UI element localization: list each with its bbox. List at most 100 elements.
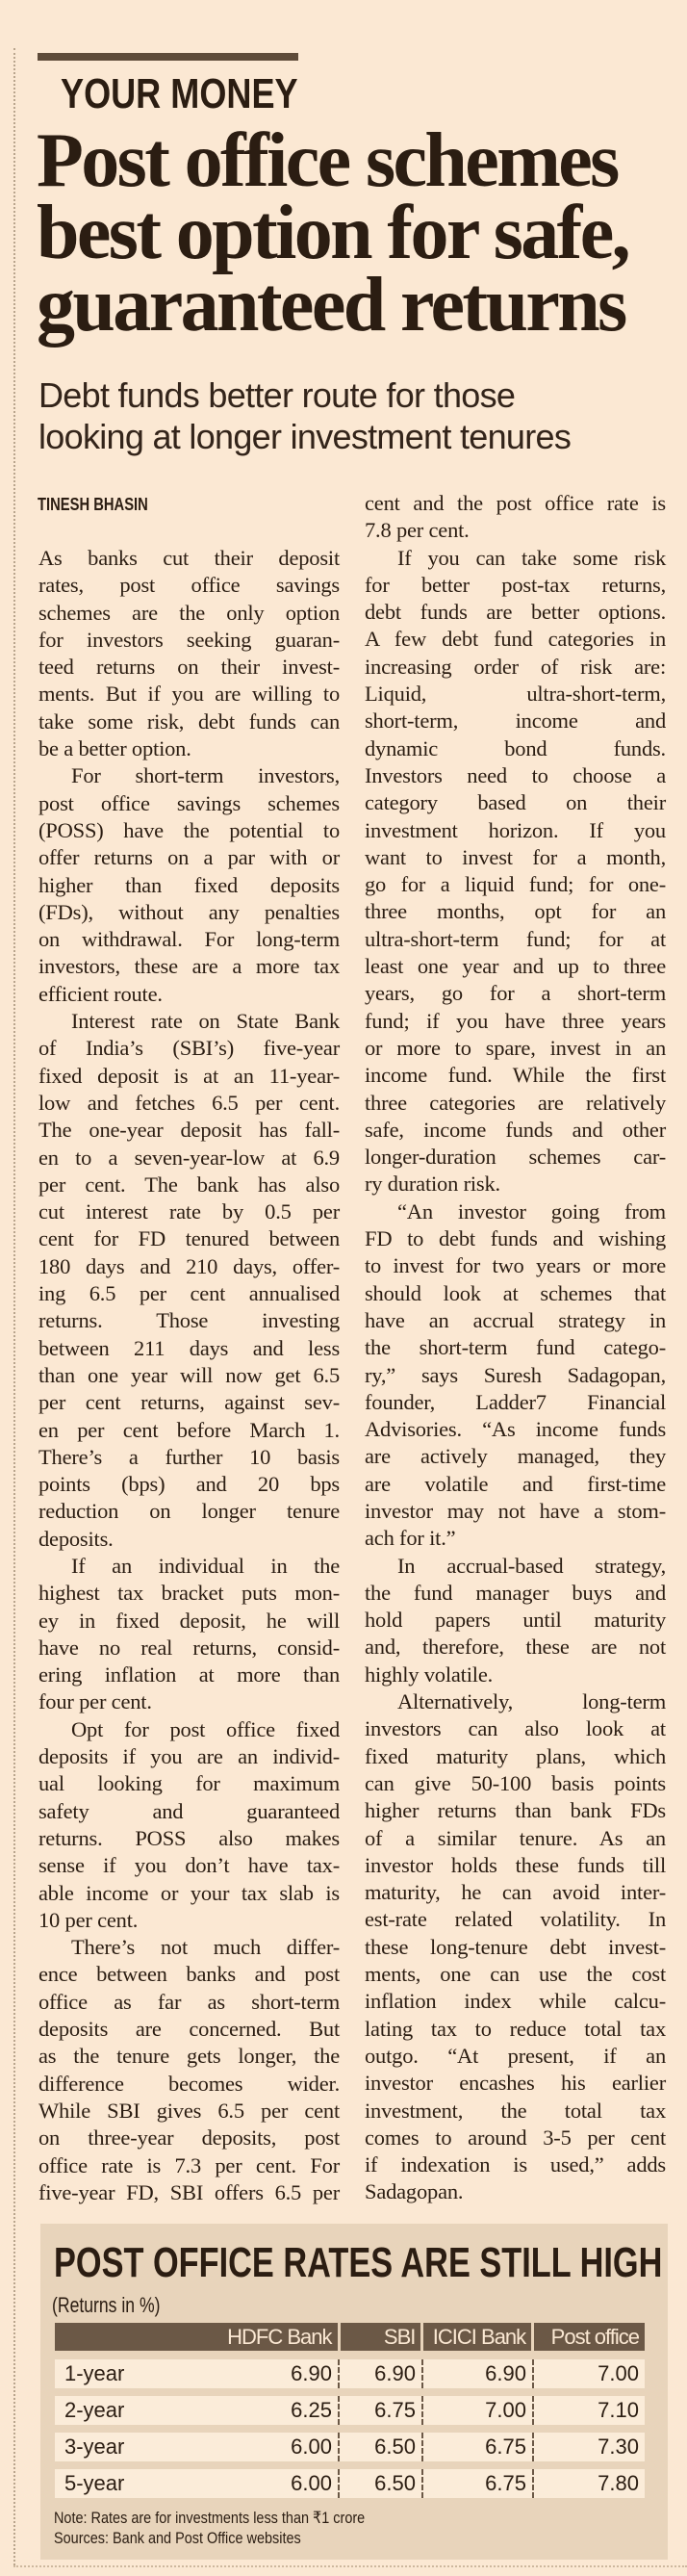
text-line: dynamic bond funds. bbox=[365, 735, 666, 760]
text-line: maturity, he can avoid inter- bbox=[365, 1880, 666, 1905]
text-line: than one year will now get 6.5 bbox=[38, 1362, 340, 1387]
table-value: 6.00 bbox=[291, 2434, 332, 2459]
row-label: 5-year bbox=[64, 2471, 125, 2495]
text-line: three categories are relatively bbox=[365, 1090, 666, 1115]
text-line: investors can also look at bbox=[365, 1716, 666, 1741]
text-line: offer returns on a par with or bbox=[38, 845, 340, 870]
text-line: post office savings schemes bbox=[38, 790, 340, 815]
text-line: income fund. While the first bbox=[365, 1063, 666, 1088]
text-line: category based on their bbox=[365, 790, 666, 815]
headline: Post office schemes best option for safe… bbox=[37, 118, 681, 348]
text-line: deposits if you are an individ- bbox=[38, 1744, 340, 1769]
text-line: cent for FD tenured between bbox=[38, 1226, 340, 1251]
text-line: low and fetches 6.5 per cent. bbox=[38, 1090, 340, 1115]
text-line: investor may not have a stom- bbox=[365, 1498, 666, 1523]
text-line: if indexation is used,” adds bbox=[365, 2152, 666, 2177]
headline-line: best option for safe, bbox=[37, 191, 631, 275]
text-line: longer-duration schemes car- bbox=[365, 1145, 666, 1170]
text-line: debt funds are better options. bbox=[365, 600, 666, 625]
text-line: for investors seeking guaran- bbox=[38, 627, 340, 652]
text-line: (FDs), without any penalties bbox=[38, 899, 340, 924]
text-line: reduction on longer tenure bbox=[38, 1499, 340, 1524]
row-label: 2-year bbox=[64, 2398, 125, 2422]
text-line: hold papers until maturity bbox=[365, 1608, 666, 1633]
table-value: 7.10 bbox=[534, 2396, 645, 2425]
article-column-1: As banks cut their deposit rates, post of… bbox=[38, 545, 340, 2206]
text-line: comes to around 3-5 per cent bbox=[365, 2125, 666, 2150]
text-line: Advisories. “As income funds bbox=[365, 1417, 666, 1442]
text-line: en to a seven-year-low at 6.9 bbox=[38, 1145, 340, 1170]
text-line: be a better option. bbox=[38, 736, 191, 761]
text-line: are volatile and first-time bbox=[365, 1471, 666, 1496]
table-value: 6.75 bbox=[340, 2396, 423, 2425]
headline-line: guaranteed returns bbox=[37, 263, 627, 348]
text-line: higher returns than bank FDs bbox=[365, 1798, 666, 1823]
text-line: go for a liquid fund; for one- bbox=[365, 872, 666, 897]
text-line: as the tenure gets longer, the bbox=[38, 2044, 340, 2069]
text-line: fixed deposit is at an 11-year- bbox=[38, 1063, 340, 1088]
text-line: Investors need to choose a bbox=[365, 762, 666, 787]
text-line: these long-tenure debt invest- bbox=[365, 1934, 666, 1959]
text-line: take some risk, debt funds can bbox=[38, 708, 340, 734]
article-paragraph: cent and the post office rate is 7.8 per … bbox=[365, 490, 666, 545]
text-line: have an accrual strategy in bbox=[365, 1307, 666, 1332]
text-line: highly volatile. bbox=[365, 1662, 494, 1687]
text-line: est-rate related volatility. In bbox=[365, 1907, 666, 1932]
article-paragraph: Interest rate on State Bank of India’s (S… bbox=[38, 1008, 340, 1553]
text-line: years, go for a short-term bbox=[365, 981, 666, 1006]
text-line: sense if you don’t have tax- bbox=[38, 1853, 340, 1878]
byline: TINESH BHASIN bbox=[38, 495, 148, 514]
table-row: 5-year 6.00 6.50 6.75 7.80 bbox=[55, 2469, 645, 2498]
text-line: investment horizon. If you bbox=[365, 817, 666, 842]
table-cell-first: 2-year 6.25 bbox=[55, 2396, 340, 2425]
text-line: 10 per cent. bbox=[38, 1907, 139, 1932]
text-line: safety and guaranteed bbox=[38, 1798, 340, 1823]
text-line: three months, opt for an bbox=[365, 899, 666, 924]
text-line: ments. But if you are willing to bbox=[38, 682, 340, 707]
text-line: A few debt fund categories in bbox=[365, 627, 666, 652]
table-row: 2-year 6.25 6.75 7.00 7.10 bbox=[55, 2396, 645, 2425]
text-line: to invest for two years or more bbox=[365, 1253, 666, 1278]
text-line: returns. Those investing bbox=[38, 1308, 340, 1333]
table-value: 7.00 bbox=[423, 2396, 534, 2425]
article-paragraph: In accrual-based strategy, the fund manag… bbox=[365, 1553, 666, 1688]
article-paragraph: “An investor going from FD to debt funds … bbox=[365, 1198, 666, 1553]
text-line: There’s not much differ- bbox=[71, 1935, 340, 1960]
table-value: 7.00 bbox=[534, 2359, 645, 2388]
text-line: are actively managed, they bbox=[365, 1444, 666, 1469]
column-rule-dotted bbox=[13, 48, 15, 2565]
table-row: 1-year 6.90 6.90 6.90 7.00 bbox=[55, 2359, 645, 2388]
text-line: for better post-tax returns, bbox=[365, 572, 666, 597]
text-line: fund; if you have three years bbox=[365, 1008, 666, 1033]
table-value: 6.25 bbox=[291, 2398, 332, 2422]
bottom-rule-dotted bbox=[13, 2565, 687, 2567]
text-line: If you can take some risk bbox=[397, 545, 666, 570]
text-line: Opt for post office fixed bbox=[71, 1716, 340, 1741]
headline-line: Post office schemes bbox=[37, 118, 620, 203]
section-bar bbox=[38, 53, 298, 61]
table-cell-first: 1-year 6.90 bbox=[55, 2359, 340, 2388]
table-header-cell: HDFC Bank bbox=[55, 2323, 338, 2351]
text-line: ry duration risk. bbox=[365, 1172, 500, 1197]
rates-table: HDFC Bank SBI ICICI Bank Post office 1-y… bbox=[55, 2323, 645, 2506]
table-header-cell: SBI bbox=[340, 2323, 421, 2351]
table-cell-first: 5-year 6.00 bbox=[55, 2469, 340, 2498]
text-line: returns. POSS also makes bbox=[38, 1825, 340, 1850]
article-paragraph: If you can take some risk for better post… bbox=[365, 545, 666, 1198]
text-line: ual looking for maximum bbox=[38, 1771, 340, 1796]
text-line: investors, these are a more tax bbox=[38, 954, 340, 979]
text-line: teed returns on their invest- bbox=[38, 655, 340, 680]
text-line: highest tax bracket puts mon- bbox=[38, 1581, 340, 1606]
article-paragraph: For short-term investors, post office sav… bbox=[38, 762, 340, 1008]
text-line: office rate is 7.3 per cent. For bbox=[38, 2152, 340, 2177]
text-line: least one year and up to three bbox=[365, 954, 666, 979]
text-line: on withdrawal. For long-term bbox=[38, 927, 340, 952]
text-line: can give 50-100 basis points bbox=[365, 1770, 666, 1795]
text-line: outgo. “At present, if an bbox=[365, 2043, 666, 2068]
text-line: ering inflation at more than bbox=[38, 1662, 340, 1687]
text-line: ing 6.5 per cent annualised bbox=[38, 1281, 340, 1306]
table-header-cell: Post office bbox=[534, 2323, 645, 2351]
text-line: en per cent before March 1. bbox=[38, 1417, 340, 1442]
subheadline: Debt funds better route for those lookin… bbox=[38, 374, 572, 457]
text-line: Alternatively, long-term bbox=[397, 1689, 666, 1714]
